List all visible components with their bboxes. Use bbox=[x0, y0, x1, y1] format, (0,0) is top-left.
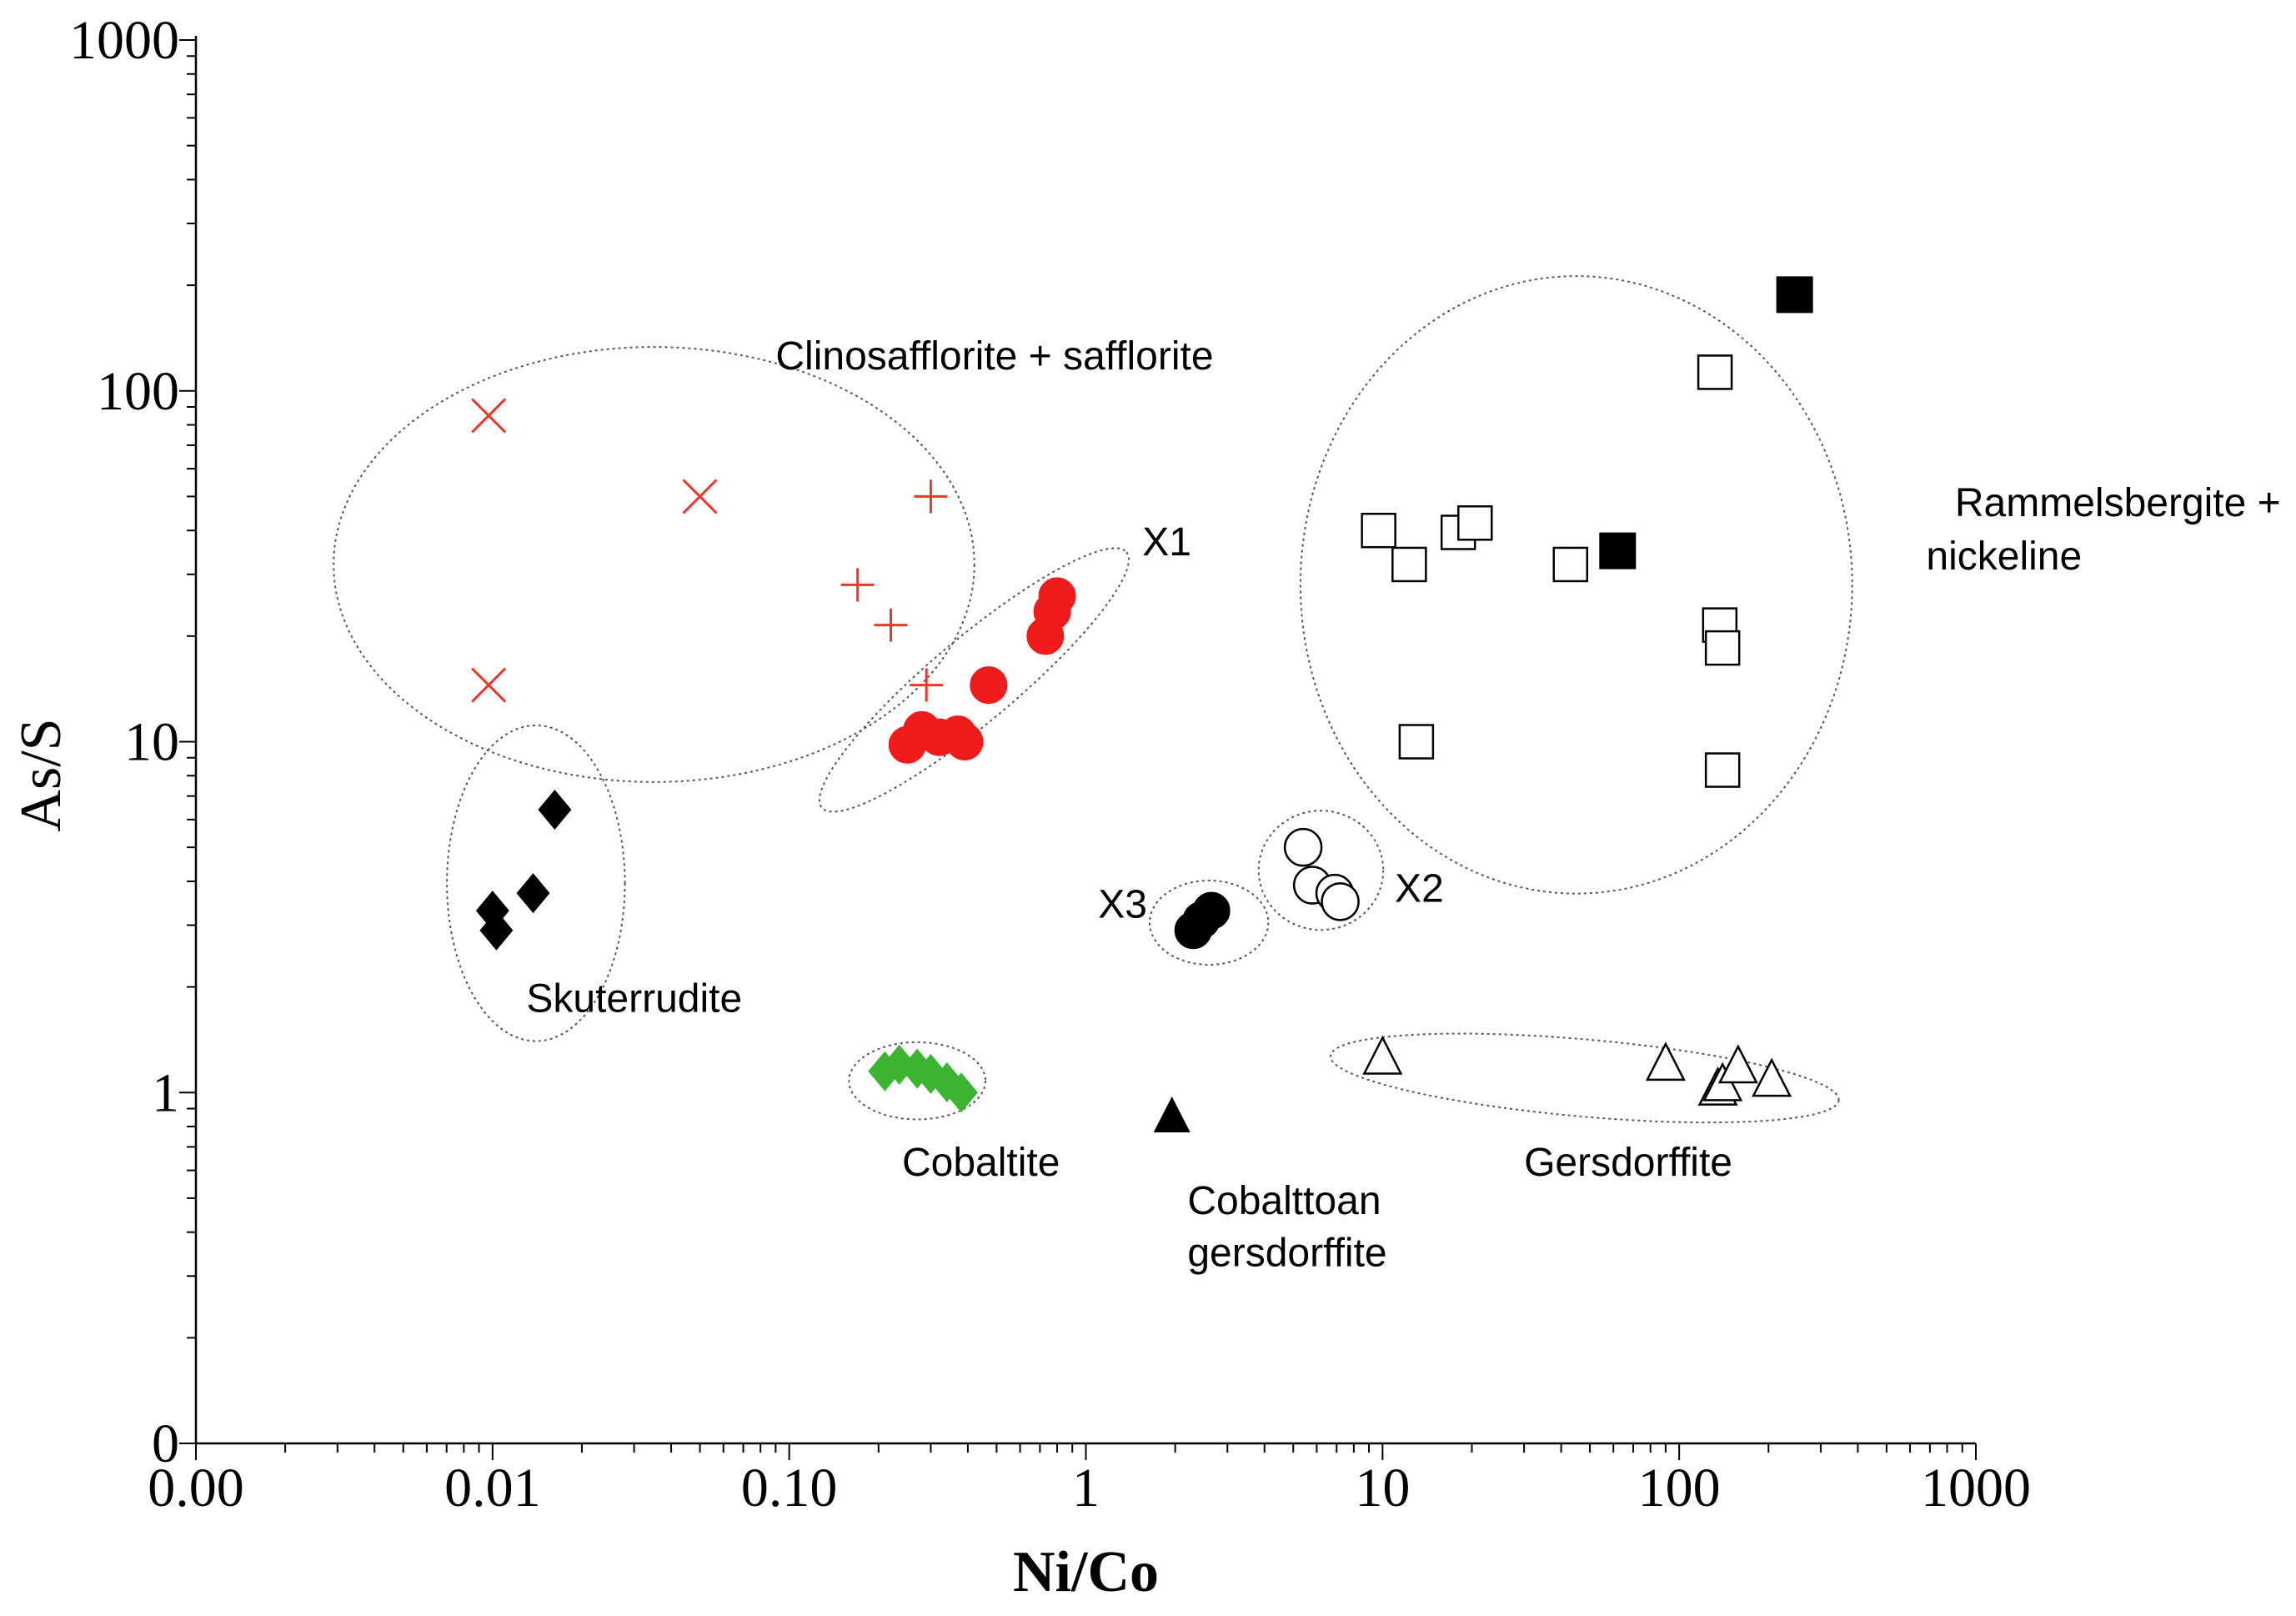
filled-circle-point bbox=[945, 723, 984, 760]
annotation-label: Cobalttoan bbox=[1187, 1179, 1381, 1223]
open-triangle-point bbox=[1362, 1035, 1403, 1075]
plus-marker-point bbox=[840, 568, 875, 602]
filled-diamond-point bbox=[538, 790, 572, 831]
tick-marks bbox=[179, 39, 1977, 1460]
plus-marker-point bbox=[914, 479, 948, 514]
filled-circle-point bbox=[1038, 577, 1076, 615]
group-ellipse bbox=[333, 346, 975, 783]
x-marker-stroke bbox=[471, 667, 507, 703]
open-square-point bbox=[1697, 354, 1733, 390]
annotation-label: Cobaltite bbox=[902, 1141, 1060, 1185]
filled-diamond-point bbox=[516, 873, 550, 914]
group-ellipses bbox=[333, 275, 1853, 1124]
x-tick-label: 0.00 bbox=[148, 1458, 244, 1518]
x-marker-point bbox=[471, 667, 507, 703]
x-axis-title: Ni/Co bbox=[1013, 1540, 1159, 1604]
open-square-point bbox=[1552, 546, 1588, 583]
open-circle-point bbox=[1321, 882, 1360, 921]
open-square-point bbox=[1398, 724, 1435, 760]
filled-diamond-point bbox=[944, 1072, 978, 1113]
annotation-label: Clinosafflorite + safflorite bbox=[775, 334, 1213, 379]
y-tick-label: 1 bbox=[152, 1062, 179, 1123]
x-marker-stroke bbox=[471, 398, 507, 434]
filled-circle-point bbox=[1192, 891, 1231, 930]
open-square-point bbox=[1391, 546, 1427, 583]
x-tick-label: 1000 bbox=[1921, 1458, 2031, 1518]
filled-circle-point bbox=[970, 666, 1008, 705]
annotation-label: Rammelsbergite + bbox=[1955, 481, 2281, 525]
x-marker-point bbox=[471, 398, 507, 434]
open-triangle-point bbox=[1752, 1057, 1792, 1097]
annotation-label: gersdorffite bbox=[1187, 1231, 1386, 1275]
group-ellipse bbox=[446, 724, 626, 1042]
plus-marker-point bbox=[910, 668, 944, 702]
x-marker-point bbox=[682, 479, 718, 514]
group-ellipse bbox=[1148, 879, 1270, 966]
y-tick-label: 100 bbox=[97, 361, 179, 422]
group-ellipse bbox=[1257, 810, 1385, 931]
group-ellipse bbox=[1329, 1032, 1840, 1124]
annotation-label: X3 bbox=[1098, 883, 1147, 927]
y-axis-title: As/S bbox=[9, 718, 73, 831]
open-square-point bbox=[1361, 512, 1396, 549]
x-tick-label: 10 bbox=[1355, 1458, 1410, 1518]
filled-square-point bbox=[1776, 276, 1813, 314]
open-square-point bbox=[1704, 630, 1741, 666]
axes bbox=[194, 36, 1976, 1445]
x-tick-label: 0.01 bbox=[444, 1458, 541, 1518]
x-tick-label: 1 bbox=[1072, 1458, 1100, 1518]
filled-diamond-point bbox=[479, 910, 514, 951]
open-square-point bbox=[1704, 752, 1741, 788]
annotations: Clinosafflorite + safflorite X1 Rammelsber… bbox=[526, 334, 2280, 1275]
open-circle-point bbox=[1283, 827, 1323, 867]
annotation-label: X1 bbox=[1142, 520, 1191, 565]
x-tick-label: 100 bbox=[1638, 1458, 1721, 1518]
annotation-label: nickeline bbox=[1926, 534, 2082, 579]
x-marker-stroke bbox=[682, 479, 718, 514]
filled-square-point bbox=[1599, 532, 1637, 570]
y-tick-label: 10 bbox=[124, 712, 179, 773]
data-points bbox=[471, 276, 1813, 1132]
tick-labels: 0.00 0.01 0.10 1 10 100 1000 0 1 10 100 1000 bbox=[69, 10, 2031, 1518]
group-ellipse bbox=[818, 547, 1130, 813]
filled-triangle-point bbox=[1153, 1096, 1191, 1132]
y-tick-label: 1000 bbox=[69, 10, 179, 71]
open-triangle-point bbox=[1717, 1044, 1758, 1084]
annotation-label: X2 bbox=[1395, 866, 1444, 911]
open-square-point bbox=[1457, 505, 1493, 541]
open-triangle-point bbox=[1645, 1041, 1686, 1082]
plus-marker-point bbox=[874, 608, 908, 642]
annotation-label: Gersdorffite bbox=[1524, 1141, 1732, 1185]
x-tick-label: 0.10 bbox=[741, 1458, 838, 1518]
annotation-label: Skuterrudite bbox=[526, 976, 742, 1021]
group-ellipse bbox=[848, 1041, 987, 1121]
y-tick-label: 0 bbox=[152, 1413, 179, 1474]
group-ellipse bbox=[1299, 275, 1853, 895]
